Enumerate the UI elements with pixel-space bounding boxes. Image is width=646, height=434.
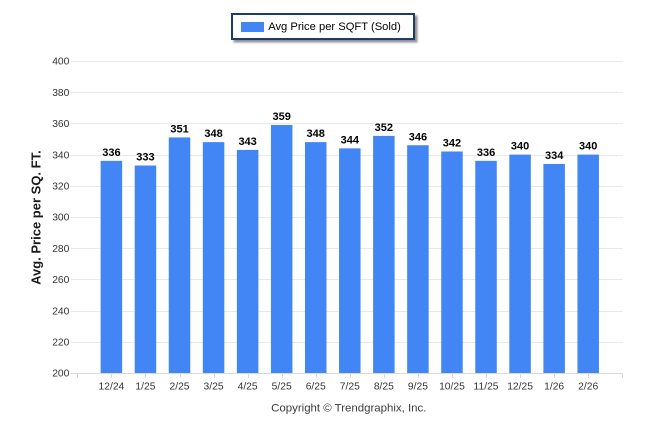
svg-text:2/26: 2/26 [578, 382, 598, 393]
svg-text:348: 348 [204, 128, 222, 140]
svg-text:340: 340 [579, 141, 597, 153]
svg-text:336: 336 [477, 147, 495, 159]
svg-text:334: 334 [545, 150, 564, 162]
svg-text:260: 260 [52, 275, 69, 286]
svg-text:4/25: 4/25 [238, 382, 258, 393]
svg-text:8/25: 8/25 [374, 382, 394, 393]
svg-text:12/24: 12/24 [99, 382, 125, 393]
svg-text:240: 240 [52, 306, 69, 317]
svg-text:1/25: 1/25 [135, 382, 155, 393]
svg-text:12/25: 12/25 [507, 382, 533, 393]
svg-text:336: 336 [102, 147, 120, 159]
svg-text:352: 352 [375, 122, 393, 134]
svg-text:346: 346 [409, 131, 427, 143]
svg-text:300: 300 [52, 213, 69, 224]
svg-text:200: 200 [52, 369, 69, 380]
svg-text:5/25: 5/25 [272, 382, 292, 393]
svg-text:344: 344 [341, 134, 360, 146]
svg-text:360: 360 [52, 119, 69, 130]
svg-text:1/26: 1/26 [544, 382, 564, 393]
svg-text:Copyright © Trendgraphix, Inc.: Copyright © Trendgraphix, Inc. [271, 403, 426, 415]
svg-text:400: 400 [52, 57, 69, 68]
svg-text:220: 220 [52, 338, 69, 349]
svg-text:3/25: 3/25 [204, 382, 224, 393]
svg-text:333: 333 [136, 152, 154, 164]
svg-text:380: 380 [52, 88, 69, 99]
svg-text:348: 348 [307, 128, 325, 140]
svg-text:9/25: 9/25 [408, 382, 428, 393]
svg-text:340: 340 [511, 141, 529, 153]
svg-text:359: 359 [273, 111, 291, 123]
svg-text:342: 342 [443, 138, 461, 150]
svg-text:2/25: 2/25 [169, 382, 189, 393]
svg-text:280: 280 [52, 244, 69, 255]
svg-text:7/25: 7/25 [340, 382, 360, 393]
svg-text:Avg. Price per SQ. FT.: Avg. Price per SQ. FT. [29, 150, 44, 285]
svg-text:320: 320 [52, 182, 69, 193]
svg-text:10/25: 10/25 [439, 382, 465, 393]
svg-text:340: 340 [52, 150, 69, 161]
svg-text:343: 343 [238, 136, 256, 148]
svg-text:6/25: 6/25 [306, 382, 326, 393]
svg-text:11/25: 11/25 [474, 382, 499, 393]
svg-text:351: 351 [170, 124, 188, 136]
